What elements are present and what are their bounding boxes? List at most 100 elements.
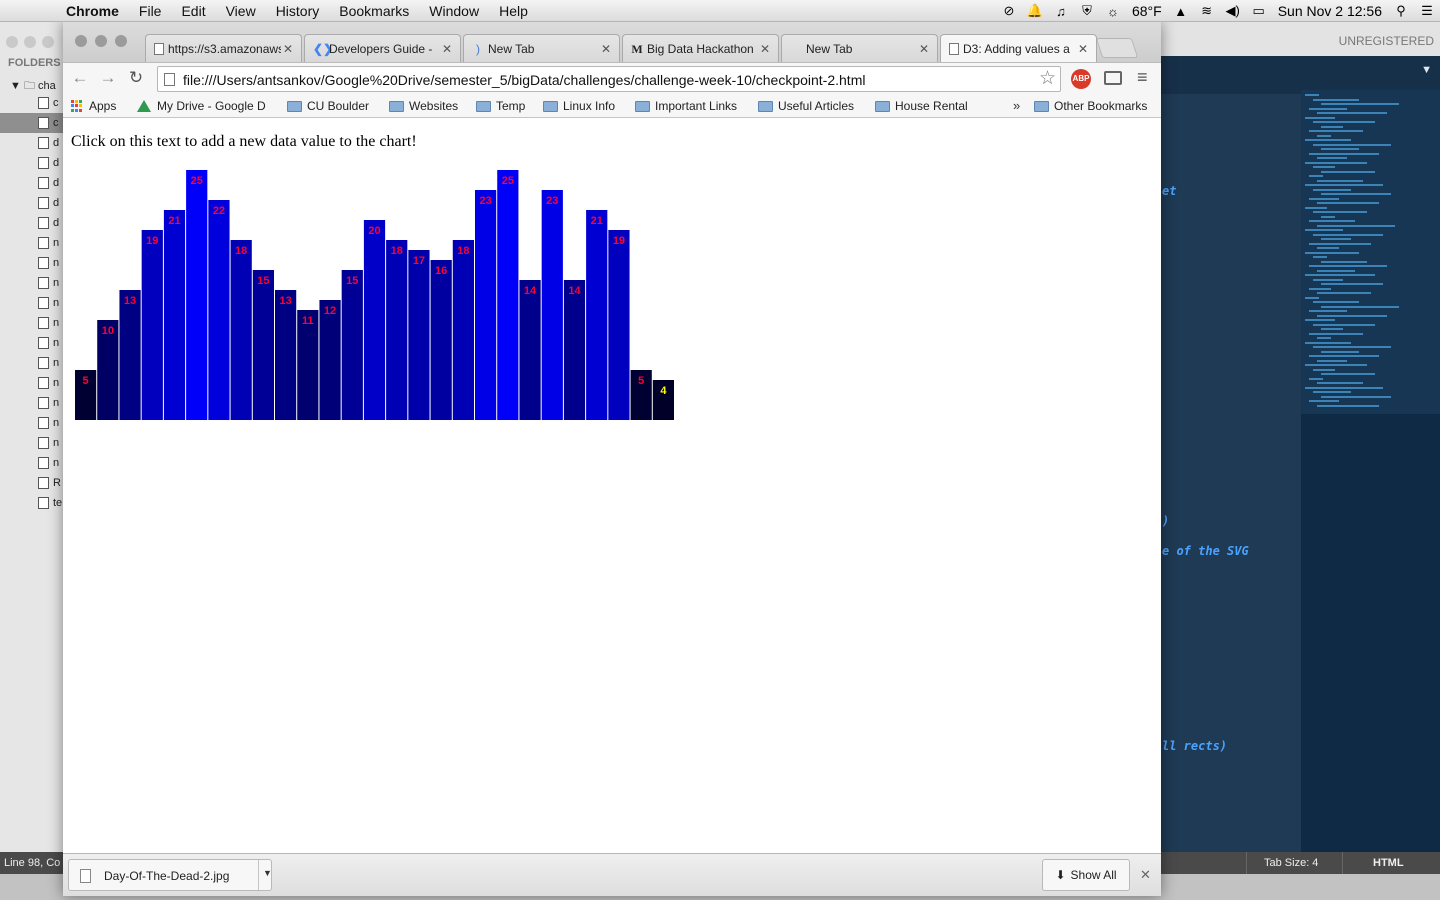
sidebar-file-item[interactable]: n — [38, 313, 64, 333]
close-tab-icon[interactable]: ✕ — [918, 41, 930, 56]
hamburger-menu-icon[interactable]: ≡ — [1137, 67, 1148, 87]
sidebar-file-item[interactable]: d — [38, 153, 64, 173]
address-bar[interactable]: file:///Users/antsankov/Google%20Drive/s… — [157, 66, 1061, 92]
adblock-plus-icon[interactable]: ABP — [1071, 69, 1091, 89]
sublime-editor: UNREGISTERED ▼ et ) e of the SVG ll rect… — [1160, 22, 1440, 852]
close-window-icon[interactable] — [75, 35, 87, 47]
menu-file[interactable]: File — [138, 2, 162, 19]
close-tab-icon[interactable]: ✕ — [441, 41, 453, 56]
volume-icon[interactable]: ◀) — [1225, 3, 1240, 18]
code-fragment: et — [1162, 184, 1177, 198]
sidebar-file-item[interactable]: n — [38, 293, 64, 313]
bookmark-folder[interactable]: Important Links — [635, 97, 737, 115]
menu-window[interactable]: Window — [429, 2, 480, 19]
drive-sync-icon[interactable]: ▲ — [1174, 3, 1188, 19]
wifi-icon[interactable]: ≋ — [1201, 3, 1213, 18]
sidebar-file-item[interactable]: n — [38, 233, 64, 253]
close-tab-icon[interactable]: ✕ — [1077, 41, 1089, 56]
close-tab-icon[interactable]: ✕ — [759, 41, 771, 56]
bookmark-folder[interactable]: Linux Info — [543, 97, 615, 115]
minimap-line — [1321, 125, 1343, 128]
zoom-window-icon[interactable] — [115, 35, 127, 47]
browser-tab[interactable]: M Big Data Hackathon ✕ — [622, 34, 779, 62]
menu-help[interactable]: Help — [499, 2, 528, 19]
sidebar-file-item[interactable]: d — [38, 173, 64, 193]
bookmark-my-drive[interactable]: My Drive - Google D — [137, 97, 266, 115]
tab-size[interactable]: Tab Size: 4 — [1264, 857, 1319, 869]
syntax-mode[interactable]: HTML — [1373, 857, 1404, 869]
notification-center-icon[interactable]: ☰ — [1421, 3, 1433, 18]
sidebar-file-item[interactable]: n — [38, 413, 64, 433]
sidebar-file-label: n — [53, 417, 60, 429]
sidebar-file-item[interactable]: n — [38, 433, 64, 453]
notification-bell-icon[interactable]: 🔔 — [1026, 3, 1044, 18]
bookmark-folder[interactable]: CU Boulder — [287, 97, 369, 115]
headphones-icon[interactable]: ♫ — [1056, 3, 1066, 19]
minimap[interactable] — [1301, 90, 1440, 414]
zoom-dot-icon[interactable] — [42, 36, 54, 48]
chart-bar — [408, 250, 430, 420]
menu-app-name[interactable]: Chrome — [66, 2, 119, 19]
forward-arrow-icon[interactable]: → — [99, 68, 117, 87]
close-tab-icon[interactable]: ✕ — [282, 41, 294, 56]
sidebar-file-item[interactable]: c — [38, 93, 64, 113]
reload-icon[interactable]: ↻ — [128, 68, 144, 87]
bookmarks-overflow-chevron[interactable]: » — [1013, 98, 1021, 113]
clock[interactable]: Sun Nov 2 12:56 — [1277, 3, 1382, 19]
chevron-down-icon[interactable]: ▼ — [1421, 64, 1432, 76]
sidebar-file-item[interactable]: c — [0, 113, 64, 133]
sidebar-file-item[interactable]: n — [38, 273, 64, 293]
bookmark-other[interactable]: Other Bookmarks — [1034, 97, 1147, 115]
sidebar-file-item[interactable]: n — [38, 333, 64, 353]
close-download-shelf-icon[interactable]: ✕ — [1140, 867, 1151, 882]
weather-icon[interactable]: ☼ — [1107, 3, 1119, 19]
browser-tab[interactable]: New Tab ✕ — [781, 34, 938, 62]
bar-value-label: 4 — [660, 385, 667, 397]
browser-tab[interactable]: ) New Tab ✕ — [463, 34, 620, 62]
sidebar-file-item[interactable]: d — [38, 133, 64, 153]
sidebar-file-item[interactable]: R — [38, 473, 64, 493]
weather-temp[interactable]: 68°F — [1131, 3, 1162, 19]
add-data-instruction[interactable]: Click on this text to add a new data val… — [71, 133, 417, 150]
sidebar-file-item[interactable]: n — [38, 353, 64, 373]
browser-tab-active[interactable]: D3: Adding values a ✕ — [940, 34, 1097, 62]
chevron-down-icon[interactable]: ▼ — [263, 868, 272, 878]
bookmark-star-icon[interactable]: ☆ — [1038, 68, 1056, 89]
minimize-window-icon[interactable] — [95, 35, 107, 47]
bookmark-folder[interactable]: Useful Articles — [758, 97, 854, 115]
browser-tab[interactable]: ❮❯ Developers Guide - ✕ — [304, 34, 461, 62]
browser-tab[interactable]: https://s3.amazonaws ✕ — [145, 34, 302, 62]
menu-history[interactable]: History — [275, 2, 320, 19]
sidebar-file-item[interactable]: n — [38, 393, 64, 413]
bookmark-folder[interactable]: Temp — [476, 97, 525, 115]
menu-edit[interactable]: Edit — [181, 2, 206, 19]
close-tab-icon[interactable]: ✕ — [600, 41, 612, 56]
bookmark-apps[interactable]: Apps — [71, 97, 116, 115]
shield-icon[interactable]: ⛨ — [1082, 3, 1092, 18]
tree-root-folder[interactable]: ▼ 🗀 cha — [10, 80, 56, 92]
sidebar-file-item[interactable]: d — [38, 193, 64, 213]
menu-bookmarks[interactable]: Bookmarks — [339, 2, 410, 19]
do-not-disturb-icon[interactable]: ⊘ — [1003, 3, 1015, 18]
sidebar-file-item[interactable]: d — [38, 213, 64, 233]
bookmark-folder[interactable]: Websites — [389, 97, 458, 115]
download-item[interactable]: Day-Of-The-Dead-2.jpg ▼ — [68, 859, 272, 891]
show-all-downloads-button[interactable]: ⬇ Show All — [1042, 859, 1130, 891]
battery-icon[interactable]: ▭ — [1252, 3, 1265, 18]
cast-icon[interactable] — [1104, 71, 1122, 85]
bookmark-label: Websites — [409, 99, 459, 113]
minimize-dot-icon[interactable] — [24, 36, 36, 48]
menu-view[interactable]: View — [225, 2, 256, 19]
sidebar-file-item[interactable]: te — [38, 493, 64, 513]
new-tab-button[interactable] — [1095, 38, 1139, 58]
close-dot-icon[interactable] — [6, 36, 18, 48]
url-text[interactable]: file:///Users/antsankov/Google%20Drive/s… — [183, 72, 866, 88]
sidebar-file-item[interactable]: n — [38, 373, 64, 393]
minimap-line — [1317, 404, 1379, 407]
spotlight-search-icon[interactable]: ⚲ — [1396, 3, 1406, 18]
back-arrow-icon[interactable]: ← — [71, 68, 89, 87]
minimap-line — [1309, 197, 1339, 200]
sidebar-file-item[interactable]: n — [38, 453, 64, 473]
bookmark-folder[interactable]: House Rental — [875, 97, 968, 115]
sidebar-file-item[interactable]: n — [38, 253, 64, 273]
